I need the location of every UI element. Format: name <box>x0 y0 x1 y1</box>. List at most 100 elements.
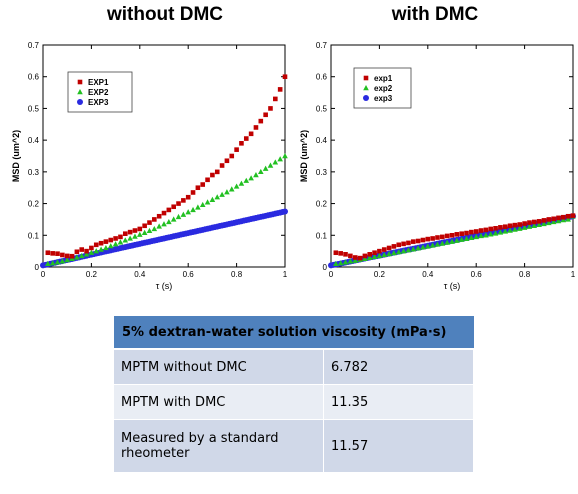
legend-label: EXP2 <box>88 88 109 97</box>
table-row: MPTM with DMC 11.35 <box>114 384 474 420</box>
viscosity-table: 5% dextran-water solution viscosity (mPa… <box>114 316 474 472</box>
data-point-exp2 <box>233 183 240 189</box>
data-point-exp2 <box>555 218 562 224</box>
data-point-exp1 <box>493 226 498 231</box>
data-point-exp2 <box>83 251 90 257</box>
data-point-exp1 <box>147 220 152 225</box>
y-tick-label: 0.3 <box>28 168 40 177</box>
data-point-exp1 <box>478 228 484 233</box>
data-point-exp1 <box>190 190 196 195</box>
data-point-exp2 <box>410 246 417 252</box>
data-point-exp1 <box>118 234 123 240</box>
data-point-exp2 <box>449 238 455 244</box>
data-point-exp1 <box>357 255 363 261</box>
data-point-exp1 <box>502 224 508 230</box>
x-tick-label: 1 <box>571 270 576 279</box>
data-point-exp1 <box>343 252 348 257</box>
data-point-exp1 <box>551 216 556 222</box>
data-point-exp1 <box>425 236 431 242</box>
y-tick-label: 0.1 <box>28 231 40 240</box>
data-point-exp2 <box>550 218 557 225</box>
data-point-exp2 <box>400 248 407 254</box>
data-point-exp1 <box>527 220 532 225</box>
data-point-exp2 <box>362 255 368 261</box>
data-point-exp2 <box>502 228 509 234</box>
data-point-exp1 <box>84 248 89 254</box>
data-point-exp1 <box>253 125 259 130</box>
data-point-exp1 <box>137 226 143 232</box>
data-point-exp2 <box>282 153 288 159</box>
data-point-exp1 <box>185 194 191 200</box>
data-point-exp2 <box>277 156 283 162</box>
data-point-exp1 <box>444 233 450 239</box>
data-point-exp2 <box>141 229 148 235</box>
data-point-exp1 <box>93 242 99 248</box>
row-value: 6.782 <box>323 348 474 385</box>
data-point-exp1 <box>517 222 523 227</box>
data-point-exp1 <box>381 247 387 252</box>
data-point-exp1 <box>181 198 186 203</box>
data-point-exp1 <box>200 182 206 187</box>
data-point-exp2 <box>93 248 100 254</box>
data-point-exp1 <box>248 131 254 137</box>
data-point-exp1 <box>210 172 215 178</box>
data-point-exp1 <box>214 169 220 175</box>
data-point-exp1 <box>541 218 547 223</box>
row-value: 11.57 <box>323 419 474 472</box>
data-point-exp2 <box>74 254 80 260</box>
data-point-exp2 <box>248 175 254 181</box>
legend-marker <box>363 75 369 81</box>
data-point-exp1 <box>396 242 402 248</box>
x-axis-label: τ (s) <box>156 281 173 291</box>
data-point-exp1 <box>522 221 527 226</box>
legend-marker <box>77 89 83 95</box>
data-point-exp2 <box>45 260 51 267</box>
legend-marker <box>77 99 83 105</box>
data-point-exp2 <box>64 257 70 263</box>
y-tick-label: 0.2 <box>28 200 40 209</box>
data-point-exp2 <box>78 252 85 259</box>
data-point-exp2 <box>492 230 499 236</box>
data-point-exp2 <box>507 227 513 233</box>
data-point-exp2 <box>59 258 66 264</box>
data-point-exp2 <box>391 250 397 256</box>
data-point-exp2 <box>219 191 225 197</box>
data-point-exp2 <box>560 217 567 223</box>
data-point-exp1 <box>55 251 60 256</box>
data-point-exp1 <box>103 239 109 244</box>
data-point-exp2 <box>536 221 542 228</box>
data-point-exp2 <box>420 244 426 250</box>
data-point-exp1 <box>243 136 249 141</box>
data-point-exp3 <box>282 208 288 215</box>
x-tick-label: 1 <box>283 270 288 279</box>
data-point-exp1 <box>362 253 368 259</box>
data-point-exp1 <box>273 96 278 102</box>
data-point-exp1 <box>512 222 518 228</box>
data-point-exp1 <box>488 226 494 232</box>
x-tick-label: 0.4 <box>134 270 146 279</box>
data-point-exp1 <box>565 213 571 219</box>
data-point-exp1 <box>64 253 70 259</box>
data-point-exp1 <box>459 231 464 236</box>
data-point-exp2 <box>253 172 259 178</box>
data-point-exp1 <box>113 236 118 241</box>
data-point-exp2 <box>454 237 460 243</box>
row-label: MPTM without DMC <box>114 348 324 385</box>
data-point-exp2 <box>204 199 211 205</box>
data-point-exp1 <box>234 147 239 152</box>
data-point-exp1 <box>531 219 537 225</box>
data-point-exp2 <box>386 250 392 257</box>
data-point-exp2 <box>98 246 104 252</box>
data-point-exp2 <box>347 258 354 264</box>
data-point-exp2 <box>468 234 475 241</box>
legend-label: EXP1 <box>88 78 109 87</box>
data-point-exp2 <box>262 165 269 171</box>
y-tick-label: 0.7 <box>316 41 328 50</box>
data-point-exp2 <box>185 209 191 215</box>
data-point-exp2 <box>478 232 484 239</box>
data-point-exp1 <box>224 158 230 164</box>
left-chart-title: without DMC <box>106 4 224 25</box>
chart-with-dmc: 0 0.1 0.2 0.3 0.4 0.5 0.6 0.7 0 0.2 0.4 0.6 0.8 1 τ (s… <box>299 41 576 291</box>
data-point-exp2 <box>54 259 61 265</box>
data-point-exp1 <box>570 213 576 218</box>
